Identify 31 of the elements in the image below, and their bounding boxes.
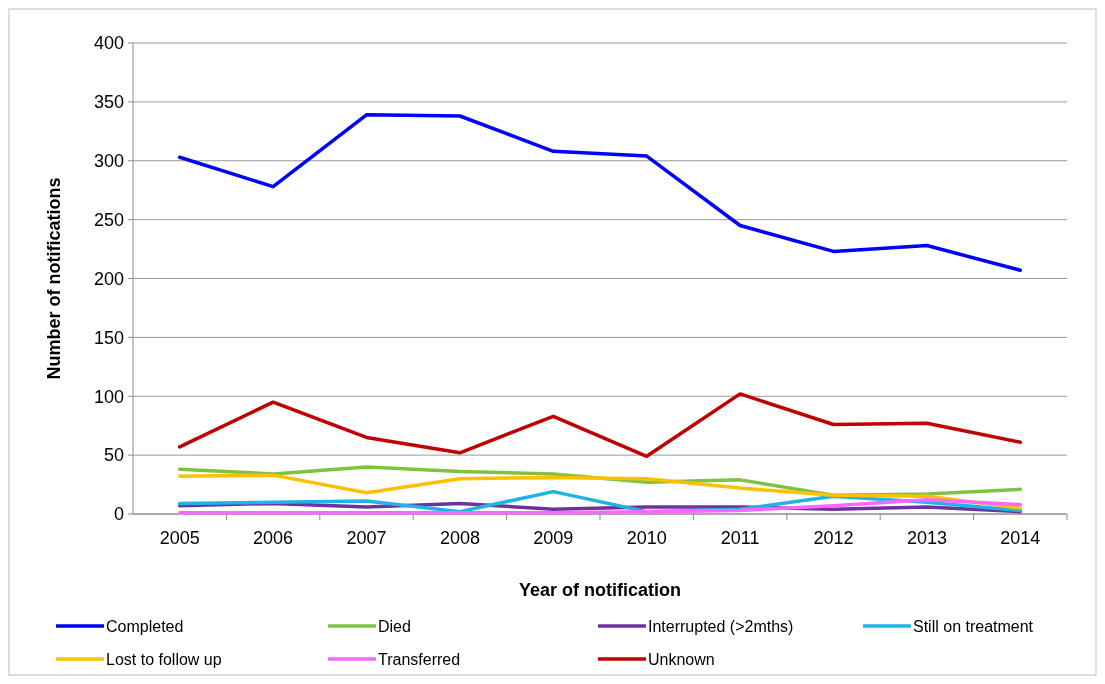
legend-label: Unknown (648, 650, 715, 668)
legend-label: Completed (106, 617, 184, 635)
y-tick-label: 100 (93, 386, 124, 407)
legend-label: Lost to follow up (106, 650, 222, 668)
y-tick-label: 350 (93, 92, 124, 113)
x-tick-label: 2014 (1000, 528, 1041, 548)
legend-label: Still on treatment (913, 617, 1034, 635)
y-tick-label: 250 (93, 209, 124, 230)
legend-label: Interrupted (>2mths) (648, 617, 794, 635)
x-tick-label: 2005 (159, 528, 200, 548)
y-tick-label: 0 (113, 504, 124, 525)
x-tick-label: 2013 (906, 528, 947, 548)
x-tick-label: 2006 (253, 528, 294, 548)
legend-label: Died (378, 617, 411, 635)
x-tick-label: 2011 (720, 528, 760, 548)
line-series (177, 392, 1023, 459)
x-tick-label: 2007 (346, 528, 387, 548)
line-series (177, 473, 1023, 510)
x-tick-label: 2009 (533, 528, 574, 548)
y-tick-label: 300 (93, 151, 124, 172)
y-tick-label: 50 (103, 445, 124, 466)
line-series (177, 113, 1023, 273)
y-tick-label: 200 (93, 268, 124, 289)
x-tick-label: 2010 (626, 528, 667, 548)
y-tick-label: 150 (93, 327, 124, 348)
x-axis-title: Year of notification (518, 580, 682, 600)
legend-label: Transferred (378, 650, 461, 668)
y-axis-title: Number of notifications (44, 177, 64, 380)
y-tick-label: 400 (93, 33, 124, 54)
x-tick-label: 2012 (813, 528, 854, 548)
x-tick-label: 2008 (439, 528, 480, 548)
